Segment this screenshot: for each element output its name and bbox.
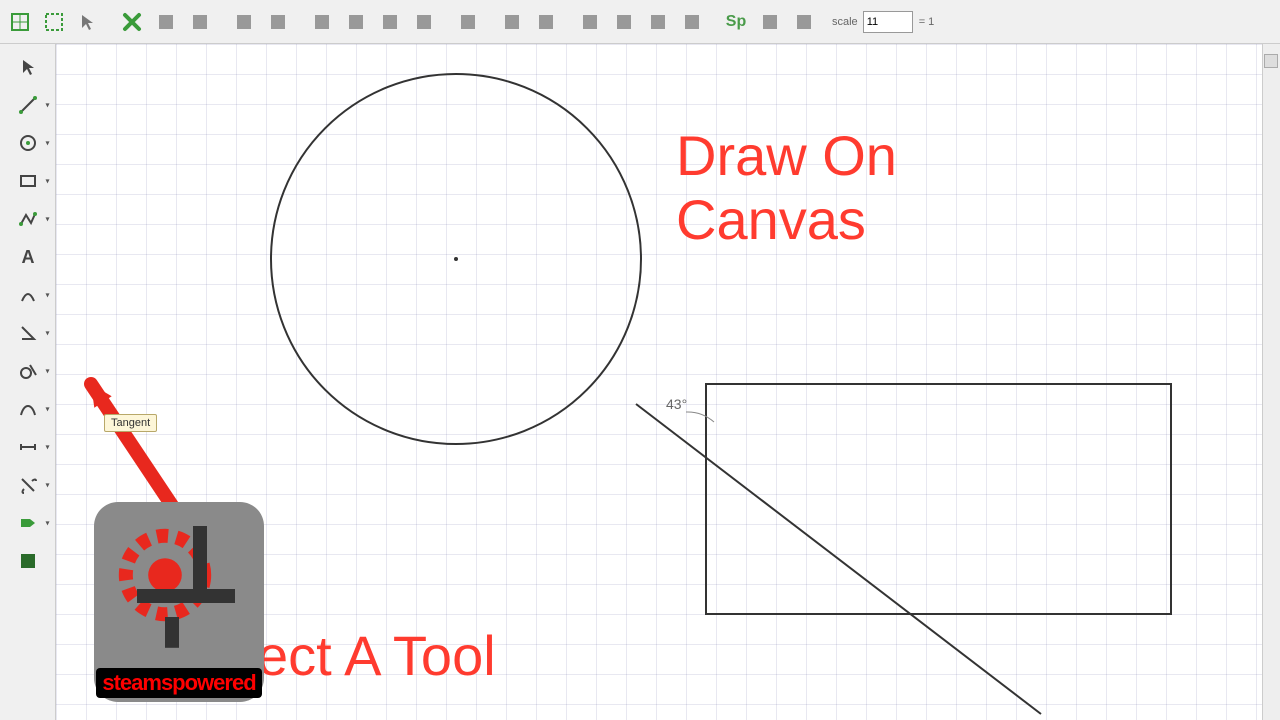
cut-icon[interactable] bbox=[228, 6, 260, 38]
color-tool[interactable] bbox=[4, 544, 52, 578]
align3-icon[interactable] bbox=[642, 6, 674, 38]
angle-tool[interactable]: ▾ bbox=[4, 316, 52, 350]
watermark-logo: steamspowered bbox=[94, 502, 264, 702]
snap-icon[interactable] bbox=[184, 6, 216, 38]
curve-tool[interactable]: ▾ bbox=[4, 392, 52, 426]
polyline-tool[interactable]: ▾ bbox=[4, 202, 52, 236]
annotation-draw-on-canvas: Draw OnCanvas bbox=[676, 124, 897, 253]
shape2-icon[interactable] bbox=[340, 6, 372, 38]
align2-icon[interactable] bbox=[608, 6, 640, 38]
tool-tooltip: Tangent bbox=[104, 414, 157, 432]
left-toolbar: ▾ ▾ ▾ ▾ A ▾ ▾ ▾ ▾ ▾ ▾ ▾ bbox=[0, 44, 56, 720]
sp-label[interactable]: Sp bbox=[720, 6, 752, 38]
line-tool[interactable]: ▾ bbox=[4, 88, 52, 122]
fill2-icon[interactable] bbox=[408, 6, 440, 38]
scale-input[interactable] bbox=[863, 11, 913, 33]
grid-icon[interactable] bbox=[4, 6, 36, 38]
tangent-tool[interactable]: ▾ bbox=[4, 354, 52, 388]
canvas[interactable]: 43° Draw OnCanvas Select A Tool Tangent … bbox=[56, 44, 1280, 720]
brush-icon[interactable] bbox=[452, 6, 484, 38]
page-icon[interactable] bbox=[262, 6, 294, 38]
vertical-scrollbar[interactable] bbox=[1262, 44, 1280, 720]
align1-icon[interactable] bbox=[574, 6, 606, 38]
angle-measure-label: 43° bbox=[666, 396, 687, 412]
export-icon[interactable] bbox=[788, 6, 820, 38]
frame-icon[interactable] bbox=[496, 6, 528, 38]
frame2-icon[interactable] bbox=[530, 6, 562, 38]
tag-tool[interactable]: ▾ bbox=[4, 506, 52, 540]
trim-tool[interactable]: ▾ bbox=[4, 468, 52, 502]
select-all-icon[interactable] bbox=[38, 6, 70, 38]
main-area: ▾ ▾ ▾ ▾ A ▾ ▾ ▾ ▾ ▾ ▾ ▾ 43° Draw OnCanvas Select A … bbox=[0, 44, 1280, 720]
scale-suffix: = 1 bbox=[919, 16, 935, 28]
circle-tool[interactable]: ▾ bbox=[4, 126, 52, 160]
delete-icon[interactable] bbox=[116, 6, 148, 38]
rect-tool[interactable]: ▾ bbox=[4, 164, 52, 198]
top-toolbar: Sp scale = 1 bbox=[0, 0, 1280, 44]
scroll-up-button[interactable] bbox=[1264, 54, 1278, 68]
arc-tool[interactable]: ▾ bbox=[4, 278, 52, 312]
align4-icon[interactable] bbox=[676, 6, 708, 38]
gear-icon bbox=[109, 512, 249, 652]
dashed-box-icon[interactable] bbox=[150, 6, 182, 38]
svg-text:A: A bbox=[21, 247, 34, 267]
fill-icon[interactable] bbox=[374, 6, 406, 38]
text-tool[interactable]: A bbox=[4, 240, 52, 274]
cursor-tool[interactable] bbox=[4, 50, 52, 84]
shape1-icon[interactable] bbox=[306, 6, 338, 38]
dim-tool[interactable]: ▾ bbox=[4, 430, 52, 464]
scale-label: scale bbox=[832, 16, 858, 28]
sketch-icon[interactable] bbox=[754, 6, 786, 38]
watermark-text: steamspowered bbox=[96, 668, 261, 698]
pointer-icon[interactable] bbox=[72, 6, 104, 38]
